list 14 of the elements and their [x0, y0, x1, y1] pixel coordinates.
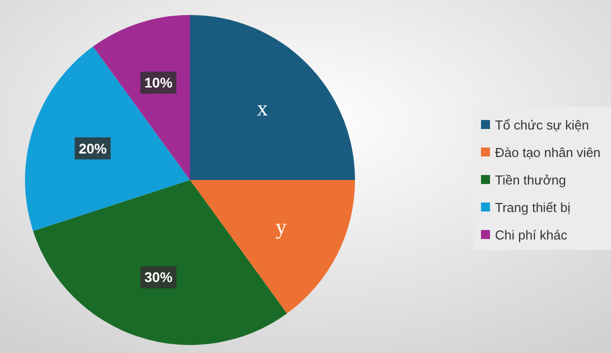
pie-slice [25, 46, 190, 231]
data-label: 10% [144, 74, 173, 91]
legend-label: Tiền thưởng [495, 172, 566, 188]
legend-label: Trang thiết bị [495, 200, 571, 216]
legend-label: Tổ chức sự kiện [495, 118, 589, 133]
data-label: x [256, 95, 268, 120]
data-label: y [276, 214, 287, 240]
pie-slice [190, 15, 355, 180]
pie-slice [33, 180, 287, 345]
legend-label: Chi phí khác [495, 228, 568, 243]
data-label: 30% [144, 269, 173, 286]
legend-label: Đào tạo nhân viên [495, 145, 601, 160]
data-label: 20% [78, 140, 108, 156]
pie-slice [190, 180, 355, 314]
